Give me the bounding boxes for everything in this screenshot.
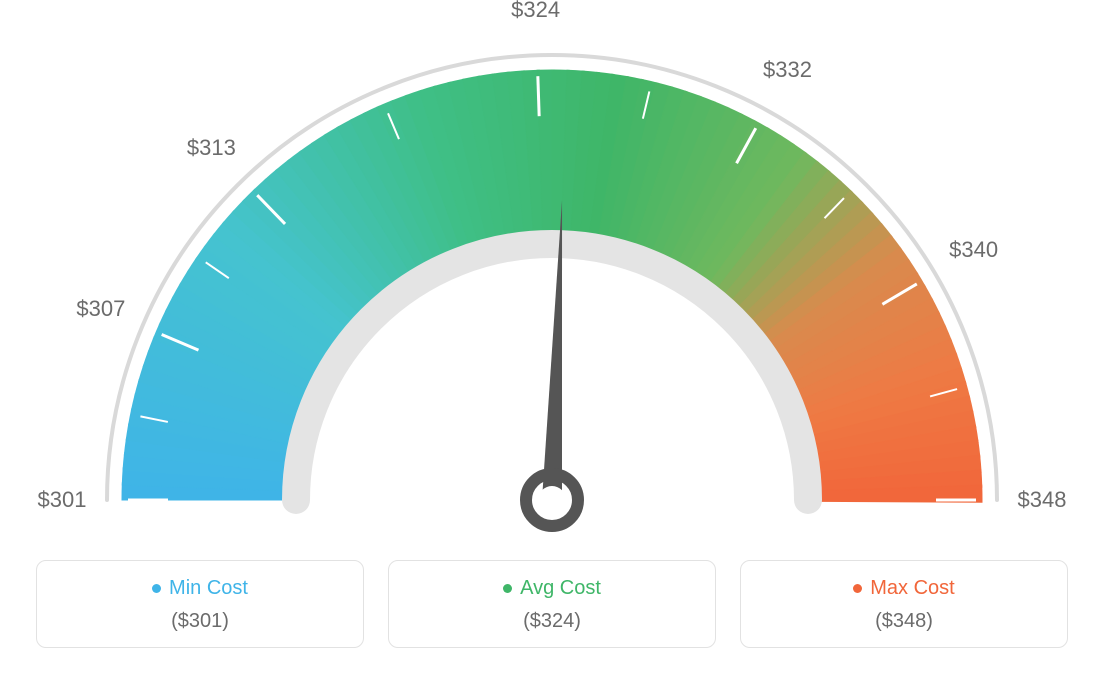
gauge-tick-label: $348 — [1018, 487, 1067, 513]
legend-title-min: Min Cost — [152, 577, 248, 600]
legend-dot-avg — [503, 584, 512, 593]
legend-box-avg: Avg Cost ($324) — [388, 560, 716, 648]
gauge-chart: $301 $307 $313 $324 $332 $340 $348 — [0, 0, 1104, 560]
legend-value-max: ($348) — [741, 610, 1067, 633]
legend-label-min: Min Cost — [169, 577, 248, 600]
legend-box-min: Min Cost ($301) — [36, 560, 364, 648]
legend-label-max: Max Cost — [870, 577, 954, 600]
gauge-tick-label: $307 — [76, 296, 125, 322]
legend-value-avg: ($324) — [389, 610, 715, 633]
legend-dot-max — [853, 584, 862, 593]
gauge-tick-label: $332 — [763, 57, 812, 83]
gauge-tick-label: $340 — [949, 237, 998, 263]
legend-value-min: ($301) — [37, 610, 363, 633]
gauge-tick-label: $301 — [38, 487, 87, 513]
legend-box-max: Max Cost ($348) — [740, 560, 1068, 648]
legend-label-avg: Avg Cost — [520, 577, 601, 600]
legend-dot-min — [152, 584, 161, 593]
gauge-svg — [0, 0, 1104, 560]
gauge-tick-label: $324 — [511, 0, 560, 23]
legend-row: Min Cost ($301) Avg Cost ($324) Max Cost… — [0, 560, 1104, 648]
legend-title-avg: Avg Cost — [503, 577, 601, 600]
gauge-tick-label: $313 — [187, 135, 236, 161]
legend-title-max: Max Cost — [853, 577, 954, 600]
